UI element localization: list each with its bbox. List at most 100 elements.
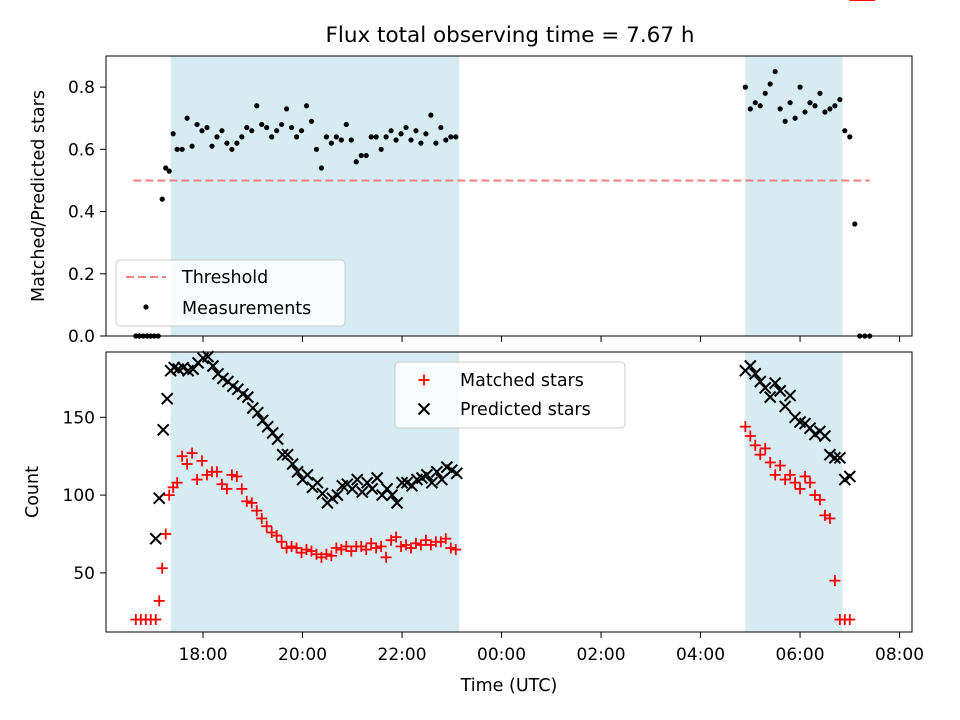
bottom-x-tick-label: 06:00 bbox=[776, 645, 825, 665]
bottom-x-tick-label: 08:00 bbox=[875, 645, 924, 665]
predicted-star-point bbox=[301, 468, 314, 482]
predicted-star-point bbox=[370, 471, 384, 485]
predicted-star-point bbox=[153, 492, 166, 505]
measurement-point bbox=[807, 100, 813, 106]
bottom-panel: 50 100 150 18:00 20:00 22:00 00:00 02:00 04:00 0… bbox=[23, 0, 924, 696]
measurement-point bbox=[249, 128, 255, 134]
matched-star-point bbox=[301, 544, 313, 556]
measurement-point bbox=[333, 134, 339, 140]
predicted-star-point bbox=[759, 381, 772, 394]
matched-star-point bbox=[320, 548, 332, 560]
measurement-point bbox=[443, 137, 449, 143]
predicted-star-point bbox=[149, 532, 162, 545]
predicted-star-point bbox=[395, 476, 409, 489]
matched-star-point bbox=[261, 520, 273, 532]
measurement-point bbox=[214, 134, 220, 140]
predicted-star-point bbox=[291, 465, 304, 478]
measurement-point bbox=[343, 121, 349, 128]
predicted-star-point bbox=[157, 423, 170, 436]
matched-star-point bbox=[799, 470, 811, 482]
predicted-star-point bbox=[160, 392, 174, 405]
matched-star-point bbox=[410, 537, 422, 549]
matched-star-point bbox=[181, 458, 193, 470]
measurement-point bbox=[166, 168, 172, 174]
matched-star-point bbox=[153, 595, 165, 607]
predicted-star-point bbox=[749, 367, 762, 380]
measurement-point bbox=[393, 137, 399, 143]
measurement-point bbox=[812, 103, 818, 109]
measurement-point bbox=[847, 134, 853, 140]
predicted-star-point bbox=[450, 467, 463, 480]
x-axis-label: Time (UTC) bbox=[460, 676, 558, 696]
predicted-star-point bbox=[744, 359, 757, 373]
bottom-x-tick-label: 04:00 bbox=[676, 645, 725, 665]
bottom-x-tick-label: 00:00 bbox=[477, 645, 526, 665]
top-y-tick-label: 0.0 bbox=[68, 327, 95, 347]
measurement-point bbox=[817, 90, 823, 96]
matched-star-point bbox=[156, 562, 168, 574]
matched-star-point bbox=[221, 483, 233, 495]
measurement-point bbox=[259, 121, 265, 128]
bottom-y-axis-label: Count bbox=[23, 466, 43, 518]
bottom-x-tick-label: 22:00 bbox=[378, 645, 427, 665]
measurement-point bbox=[398, 131, 404, 137]
matched-star-point bbox=[445, 542, 457, 554]
matched-star-point bbox=[345, 545, 357, 557]
matched-star-point bbox=[829, 575, 841, 587]
matched-star-point bbox=[271, 530, 283, 542]
matched-star-point bbox=[749, 439, 761, 451]
matched-star-point bbox=[330, 542, 342, 554]
measurement-point bbox=[170, 131, 176, 137]
bottom-y-tick-label: 50 bbox=[73, 564, 95, 584]
measurement-point bbox=[174, 146, 180, 152]
legend-measurements-swatch bbox=[143, 304, 149, 310]
matched-star-point bbox=[415, 539, 427, 551]
matched-star-point bbox=[739, 421, 751, 433]
measurement-point bbox=[418, 140, 424, 146]
matched-star-point bbox=[759, 442, 771, 454]
matched-star-point bbox=[276, 536, 288, 548]
predicted-star-point bbox=[763, 390, 777, 404]
matched-star-point bbox=[365, 537, 377, 549]
measurement-point bbox=[298, 128, 305, 134]
matched-star-point bbox=[764, 456, 776, 468]
measurement-point bbox=[438, 124, 444, 131]
top-y-tick-label: 0.4 bbox=[68, 203, 95, 223]
predicted-star-point bbox=[331, 488, 344, 502]
top-y-tick-label: 0.6 bbox=[68, 140, 95, 160]
measurement-point bbox=[757, 103, 763, 109]
matched-star-point bbox=[160, 528, 172, 540]
predicted-star-point bbox=[843, 470, 857, 483]
top-x-ticks bbox=[202, 336, 901, 342]
matched-star-point bbox=[375, 540, 387, 552]
measurement-point bbox=[752, 100, 758, 106]
bottom-legend-box bbox=[394, 361, 626, 429]
matched-star-point bbox=[754, 449, 766, 461]
matched-star-point bbox=[380, 551, 392, 563]
matched-star-point bbox=[231, 470, 243, 482]
measurement-point bbox=[179, 146, 185, 152]
matched-star-point bbox=[440, 533, 452, 545]
matched-star-point bbox=[291, 542, 303, 554]
measurement-point bbox=[264, 124, 270, 131]
matched-star-point bbox=[325, 550, 337, 562]
measurement-point bbox=[219, 128, 225, 134]
matched-star-point bbox=[176, 450, 188, 462]
top-y-tick-label: 0.2 bbox=[68, 265, 95, 285]
measurement-point bbox=[303, 103, 310, 109]
matched-star-point bbox=[370, 542, 382, 554]
matched-star-point bbox=[246, 497, 258, 509]
predicted-stars-series bbox=[149, 350, 857, 545]
predicted-star-point bbox=[833, 451, 847, 464]
measurement-point bbox=[234, 140, 240, 146]
measurement-point bbox=[224, 140, 230, 146]
measurement-point bbox=[767, 81, 773, 87]
measurement-point bbox=[842, 128, 848, 134]
predicted-star-point bbox=[167, 361, 181, 374]
predicted-star-point bbox=[251, 406, 264, 419]
legend-measurements-label: Measurements bbox=[182, 299, 311, 319]
measurement-point bbox=[832, 103, 838, 109]
chart-title: Flux total observing time = 7.67 h bbox=[326, 23, 695, 48]
measurement-point bbox=[413, 128, 419, 134]
